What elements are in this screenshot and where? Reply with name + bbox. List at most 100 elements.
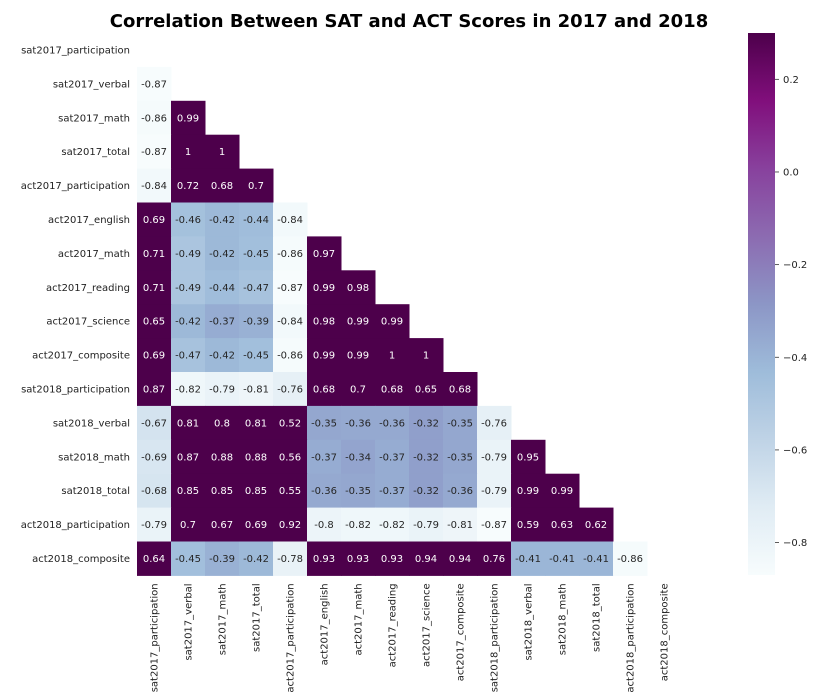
heatmap-cell	[375, 507, 410, 542]
heatmap-cell	[205, 338, 240, 373]
heatmap-cell	[409, 372, 444, 407]
heatmap-cell	[137, 473, 172, 509]
cell-value-label: 0.99	[313, 283, 335, 294]
cell-value-label: -0.76	[277, 384, 303, 395]
heatmap-cell	[341, 338, 376, 373]
cell-value-label: 0.62	[585, 520, 607, 531]
cell-value-label: 0.8	[214, 418, 230, 429]
cell-value-label: -0.32	[413, 486, 439, 497]
x-tick-label: act2017_science	[422, 583, 433, 667]
cell-value-label: 0.94	[449, 554, 471, 565]
heatmap-cell	[137, 270, 172, 305]
heatmap-cell	[137, 134, 172, 170]
heatmap-cell	[137, 372, 172, 407]
y-tick-label: sat2017_math	[58, 113, 130, 124]
cell-value-label: -0.41	[583, 554, 609, 565]
cell-value-label: 0.92	[279, 520, 301, 531]
heatmap-cell	[137, 507, 172, 542]
heatmap-cell	[341, 372, 376, 407]
cell-value-label: -0.79	[481, 452, 507, 463]
heatmap-cell	[443, 541, 478, 576]
cell-value-label: 0.67	[211, 520, 233, 531]
y-tick-label: sat2017_participation	[21, 45, 130, 56]
cell-value-label: -0.78	[277, 554, 303, 565]
cell-value-label: 0.85	[177, 486, 199, 497]
heatmap-cell	[443, 405, 478, 441]
heatmap-cell	[171, 405, 206, 441]
colorbar-tick-label: 0.2	[783, 75, 799, 86]
cell-value-label: 0.56	[279, 452, 301, 463]
cell-value-label: 0.87	[177, 452, 199, 463]
heatmap-cell	[273, 236, 308, 271]
cell-value-label: 0.87	[143, 384, 165, 395]
cell-value-label: 1	[389, 351, 395, 362]
heatmap-cell	[171, 439, 206, 475]
heatmap-cell	[205, 236, 240, 271]
heatmap-cell	[375, 304, 410, 339]
cell-value-label: -0.36	[379, 418, 405, 429]
cell-value-label: 0.68	[381, 384, 403, 395]
heatmap-cell	[205, 439, 240, 475]
cell-value-label: -0.37	[311, 452, 337, 463]
cell-value-label: -0.34	[345, 452, 371, 463]
cell-value-label: 0.71	[143, 249, 165, 260]
heatmap-cell	[341, 473, 376, 509]
heatmap-cell	[273, 507, 308, 542]
heatmap-cell	[341, 304, 376, 339]
cell-value-label: -0.86	[277, 249, 303, 260]
y-tick-label: act2018_composite	[32, 554, 130, 565]
cell-value-label: 0.69	[143, 351, 165, 362]
cell-value-label: -0.42	[243, 554, 269, 565]
heatmap-cell	[137, 202, 172, 237]
heatmap-cell	[239, 202, 274, 237]
heatmap-cell	[443, 372, 478, 407]
heatmap-cell	[137, 338, 172, 373]
cell-value-label: -0.36	[447, 486, 473, 497]
heatmap-cell	[239, 270, 274, 305]
heatmap-cell	[205, 134, 240, 170]
x-tick-label: act2018_composite	[660, 583, 671, 681]
cell-value-label: -0.49	[175, 283, 201, 294]
cell-value-label: -0.32	[413, 452, 439, 463]
heatmap-cell	[137, 168, 172, 203]
cell-value-label: -0.79	[141, 520, 167, 531]
heatmap-cell	[307, 270, 342, 305]
heatmap-cell	[375, 405, 410, 441]
heatmap-cell	[137, 100, 172, 136]
heatmap-cell	[171, 100, 206, 136]
heatmap-cell	[477, 541, 512, 576]
heatmap-cell	[171, 372, 206, 407]
cell-value-label: -0.81	[447, 520, 473, 531]
y-tick-label: sat2017_verbal	[53, 79, 130, 90]
y-tick-label: sat2018_participation	[21, 384, 130, 395]
colorbar-tick-label: −0.8	[783, 538, 807, 549]
cell-value-label: 0.94	[415, 554, 437, 565]
y-tick-label: act2017_english	[48, 215, 130, 226]
heatmap-cell	[477, 405, 512, 441]
cell-value-label: 0.65	[143, 317, 165, 328]
heatmap-cell	[409, 338, 444, 373]
cell-value-label: -0.42	[209, 215, 235, 226]
heatmap-cell	[171, 270, 206, 305]
heatmap-cell	[239, 473, 274, 509]
cell-value-label: 0.52	[279, 418, 301, 429]
cell-value-label: -0.47	[243, 283, 269, 294]
heatmap-cell	[171, 338, 206, 373]
cell-value-label: -0.36	[345, 418, 371, 429]
cell-value-label: -0.87	[481, 520, 507, 531]
heatmap-cell	[375, 439, 410, 475]
heatmap-cell	[307, 405, 342, 441]
heatmap-cell	[205, 405, 240, 441]
cell-value-label: -0.45	[175, 554, 201, 565]
y-tick-label: act2017_science	[46, 317, 130, 328]
cell-value-label: 0.69	[245, 520, 267, 531]
cell-value-label: -0.36	[311, 486, 337, 497]
cell-value-label: -0.84	[277, 317, 303, 328]
cell-value-label: 0.99	[347, 317, 369, 328]
cell-value-label: -0.76	[481, 418, 507, 429]
cell-value-label: -0.42	[209, 351, 235, 362]
colorbar-tick-label: −0.4	[783, 353, 807, 364]
cell-value-label: -0.79	[413, 520, 439, 531]
cell-value-label: -0.68	[141, 486, 167, 497]
colorbar-tick-label: −0.2	[783, 260, 807, 271]
